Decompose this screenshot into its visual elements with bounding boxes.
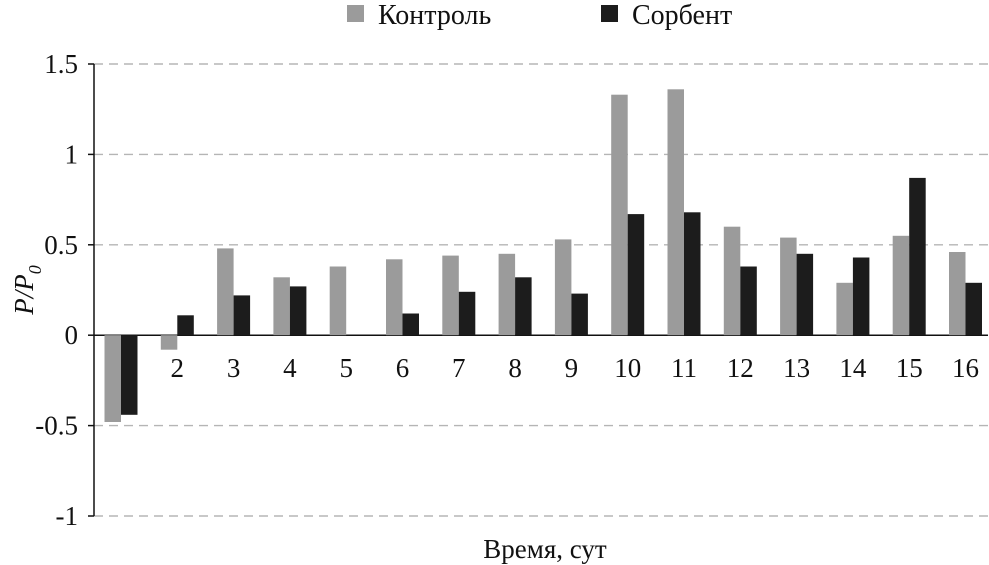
- bar-kontrol-day-9: [554, 239, 572, 336]
- svg-text:P/P0: P/P0: [9, 265, 45, 316]
- bar-sorbent-day-15: [909, 177, 926, 336]
- legend-label-sorbent: Сорбент: [632, 0, 732, 31]
- bar-sorbent-day-8: [515, 277, 532, 336]
- bar-kontrol-day-3: [217, 248, 234, 336]
- x-tick-label: 3: [227, 353, 241, 383]
- bar-kontrol-day-6: [386, 259, 403, 336]
- bar-kontrol-day-1: [104, 335, 121, 422]
- bar-kontrol-day-12: [723, 226, 741, 336]
- bar-sorbent-day-12: [740, 266, 757, 336]
- y-tick-label: -0.5: [35, 411, 78, 441]
- bar-sorbent-day-6: [402, 313, 419, 336]
- bar-sorbent-day-11: [684, 212, 701, 336]
- x-tick-label: 13: [783, 353, 810, 383]
- gridlines: [88, 63, 988, 517]
- x-tick-label: 5: [339, 353, 353, 383]
- legend-swatch-sorbent: [601, 5, 618, 22]
- bar-kontrol-day-10: [611, 94, 628, 336]
- legend: Контроль Сорбент: [347, 0, 732, 31]
- x-tick-label: 9: [565, 353, 579, 383]
- x-axis-title: Время, сут: [483, 534, 607, 564]
- bar-kontrol-day-2: [160, 335, 178, 350]
- bar-sorbent-day-13: [796, 253, 814, 336]
- bar-sorbent-day-9: [571, 293, 588, 336]
- x-tick-label: 16: [952, 353, 979, 383]
- bar-sorbent-day-1: [121, 335, 138, 415]
- bar-kontrol-day-15: [892, 235, 910, 336]
- y-tick-label: 0.5: [44, 230, 78, 260]
- y-axis-title-subscript: 0: [25, 265, 45, 274]
- bar-sorbent-day-10: [627, 214, 645, 336]
- bar-kontrol-day-16: [949, 252, 966, 336]
- bar-sorbent-day-16: [965, 282, 982, 336]
- bar-kontrol-day-5: [329, 266, 347, 336]
- bar-sorbent-day-14: [852, 257, 870, 336]
- bar-kontrol-day-13: [780, 237, 797, 336]
- bar-sorbent-day-7: [458, 291, 476, 336]
- y-tick-label: -1: [56, 501, 79, 531]
- legend-label-kontrol: Контроль: [378, 0, 491, 31]
- x-tick-label: 4: [283, 353, 297, 383]
- legend-swatch-kontrol: [347, 5, 364, 22]
- x-tick-label: 7: [452, 353, 466, 383]
- y-axis-title: P/P0: [9, 265, 45, 316]
- x-tick-label: 15: [896, 353, 923, 383]
- x-tick-labels: 2 3 4 5 6 7 8 9 10 11 12 13 14 15 16: [171, 353, 979, 383]
- x-tick-label: 11: [671, 353, 697, 383]
- y-tick-label: 0: [65, 320, 79, 350]
- bar-kontrol-day-7: [442, 255, 459, 336]
- bar-sorbent-day-3: [233, 295, 251, 336]
- x-tick-label: 6: [396, 353, 410, 383]
- x-tick-label: 12: [727, 353, 754, 383]
- bar-kontrol-day-4: [273, 277, 290, 336]
- x-tick-label: 2: [171, 353, 185, 383]
- x-tick-label: 10: [614, 353, 641, 383]
- y-tick-label: 1: [65, 139, 79, 169]
- y-axis-title-main: P/P: [9, 274, 39, 316]
- bar-kontrol-day-14: [836, 282, 853, 336]
- bar-kontrol-day-11: [667, 89, 684, 336]
- y-tick-labels: 1.5 1 0.5 0 -0.5 -1: [35, 49, 78, 531]
- bar-kontrol-day-8: [498, 253, 516, 336]
- y-tick-label: 1.5: [44, 49, 78, 79]
- bars: [104, 89, 982, 422]
- x-tick-label: 8: [508, 353, 522, 383]
- bar-sorbent-day-2: [177, 315, 194, 336]
- x-tick-label: 14: [839, 353, 867, 383]
- bar-sorbent-day-4: [289, 286, 307, 336]
